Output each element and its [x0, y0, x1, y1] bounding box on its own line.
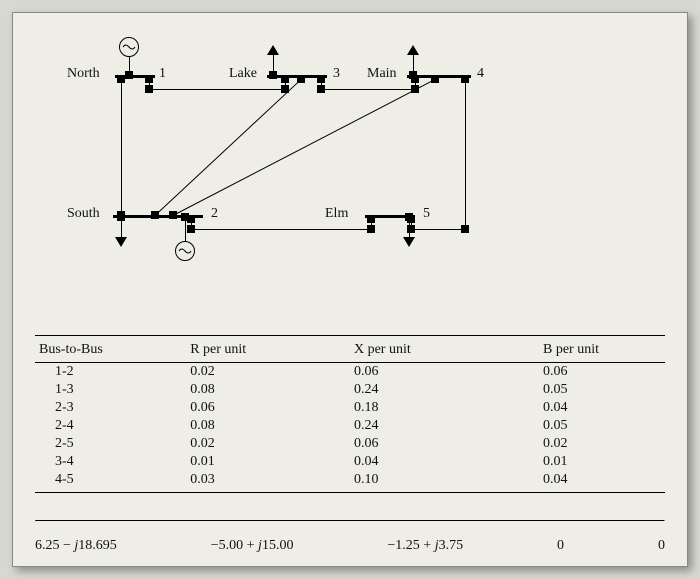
col-header: X per unit: [350, 336, 539, 363]
edge: [465, 79, 466, 229]
bus-bar: [113, 215, 203, 218]
bus-number: 1: [159, 66, 166, 82]
edge: [173, 79, 435, 216]
bus-label: Lake: [229, 66, 257, 82]
table-cell: 0.04: [539, 471, 665, 489]
bus-number: 5: [423, 206, 430, 222]
edge: [149, 89, 285, 90]
table-bottom-rule: [35, 492, 665, 493]
table-cell: 0.18: [350, 399, 539, 417]
bus-label: South: [67, 206, 100, 222]
table-cell: 4-5: [35, 471, 186, 489]
table-cell: 0.01: [186, 453, 350, 471]
table-cell: 0.02: [539, 435, 665, 453]
edge: [121, 79, 122, 215]
bus-number: 3: [333, 66, 340, 82]
table-cell: 0.01: [539, 453, 665, 471]
table-row: 2-30.060.180.04: [35, 399, 665, 417]
ybus-cell: 6.25 − j18.695: [35, 538, 117, 554]
bus-label: North: [67, 66, 100, 82]
table-cell: 0.06: [186, 399, 350, 417]
bus-label: Elm: [325, 206, 348, 222]
ybus-cell: 0: [557, 538, 564, 554]
table-row: 1-20.020.060.06: [35, 363, 665, 382]
edge: [191, 229, 371, 230]
edge: [155, 79, 302, 216]
connector-square: [117, 213, 125, 221]
connector-square: [269, 71, 277, 79]
figure-frame: North 1 Lake 3 Main 4 South 2 Elm 5 Bus-to-BusR p…: [12, 12, 688, 567]
table-cell: 0.24: [350, 381, 539, 399]
table-cell: 2-5: [35, 435, 186, 453]
table-cell: 2-3: [35, 399, 186, 417]
load-arrow-icon: [403, 237, 415, 247]
table-cell: 0.04: [539, 399, 665, 417]
bus-number: 2: [211, 206, 218, 222]
bus-network-diagram: North 1 Lake 3 Main 4 South 2 Elm 5: [35, 31, 665, 261]
table-cell: 0.06: [350, 435, 539, 453]
col-header: R per unit: [186, 336, 350, 363]
table-cell: 0.04: [350, 453, 539, 471]
load-arrow-icon: [407, 45, 419, 55]
bus-label: Main: [367, 66, 397, 82]
col-header: Bus-to-Bus: [35, 336, 186, 363]
table-cell: 0.05: [539, 381, 665, 399]
line-data-table-wrap: Bus-to-BusR per unitX per unitB per unit…: [35, 335, 665, 493]
ybus-row: 6.25 − j18.695 −5.00 + j15.00 −1.25 + j3.7…: [35, 538, 665, 554]
table-cell: 0.03: [186, 471, 350, 489]
table-row: 1-30.080.240.05: [35, 381, 665, 399]
table-row: 2-40.080.240.05: [35, 417, 665, 435]
table-row: 2-50.020.060.02: [35, 435, 665, 453]
table-cell: 1-2: [35, 363, 186, 382]
ybus-cell: 0: [658, 538, 665, 554]
edge: [411, 229, 465, 230]
bus-number: 4: [477, 66, 484, 82]
table-cell: 0.08: [186, 381, 350, 399]
edge: [321, 89, 415, 90]
table-cell: 0.06: [539, 363, 665, 382]
load-arrow-icon: [115, 237, 127, 247]
table-cell: 0.24: [350, 417, 539, 435]
table-cell: 0.05: [539, 417, 665, 435]
load-arrow-icon: [267, 45, 279, 55]
generator-icon: [119, 37, 139, 57]
col-header: B per unit: [539, 336, 665, 363]
table-cell: 0.06: [350, 363, 539, 382]
table-cell: 2-4: [35, 417, 186, 435]
table-cell: 0.10: [350, 471, 539, 489]
table-cell: 0.08: [186, 417, 350, 435]
ybus-cell: −1.25 + j3.75: [387, 538, 463, 554]
footer-rule: [35, 520, 665, 522]
connector-square: [405, 213, 413, 221]
connector-square: [367, 225, 375, 233]
connector-square: [181, 213, 189, 221]
connector-square: [187, 225, 195, 233]
line-data-table: Bus-to-BusR per unitX per unitB per unit…: [35, 336, 665, 489]
table-row: 3-40.010.040.01: [35, 453, 665, 471]
table-cell: 1-3: [35, 381, 186, 399]
connector-square: [145, 85, 153, 93]
connector-square: [461, 225, 469, 233]
connector-square: [317, 85, 325, 93]
bus-bar: [115, 75, 155, 78]
generator-icon: [175, 241, 195, 261]
edge: [185, 218, 186, 241]
table-cell: 0.02: [186, 363, 350, 382]
table-cell: 3-4: [35, 453, 186, 471]
ybus-cell: −5.00 + j15.00: [211, 538, 294, 554]
connector-square: [125, 71, 133, 79]
table-cell: 0.02: [186, 435, 350, 453]
table-row: 4-50.030.100.04: [35, 471, 665, 489]
connector-square: [409, 71, 417, 79]
